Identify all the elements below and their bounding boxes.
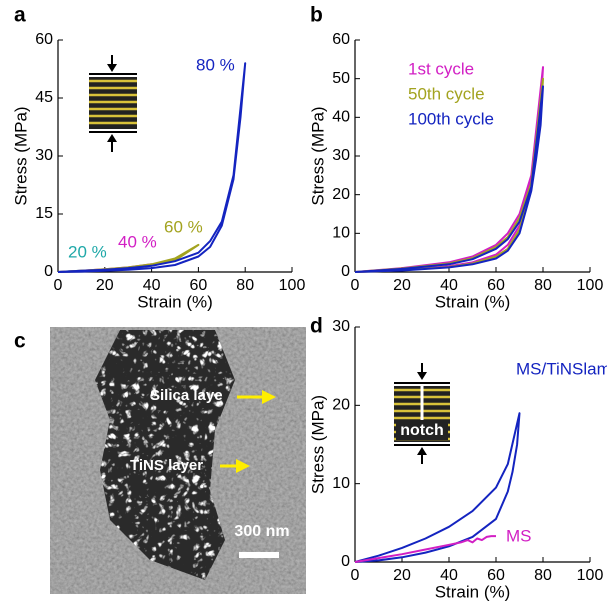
series-line	[354, 77, 544, 273]
sem-image	[50, 327, 306, 594]
x-tick-label: 40	[440, 277, 458, 294]
legend-label: MS/TiNSlam	[516, 359, 607, 378]
x-tick-label: 40	[440, 567, 458, 584]
legend-label: 80 %	[196, 55, 235, 74]
y-axis-title: Stress (MPa)	[308, 395, 327, 494]
y-tick-label: 10	[332, 475, 350, 492]
legend-label: 20 %	[68, 242, 107, 261]
x-tick-label: 0	[351, 277, 360, 294]
x-tick-label: 20	[393, 277, 411, 294]
x-tick-label: 20	[96, 277, 114, 294]
series-line	[354, 85, 544, 273]
y-axis-title: Stress (MPa)	[308, 106, 327, 205]
x-axis-title: Strain (%)	[137, 292, 213, 311]
series-line	[354, 535, 496, 563]
legend-label: 60 %	[164, 217, 203, 236]
series-line	[354, 412, 521, 563]
y-tick-label: 40	[332, 109, 350, 126]
x-tick-label: 0	[351, 567, 360, 584]
legend-label: 1st cycle	[408, 59, 474, 78]
x-axis-title: Strain (%)	[435, 292, 511, 311]
y-tick-label: 60	[35, 31, 53, 48]
panel-label: d	[310, 315, 323, 338]
scale-bar	[239, 552, 279, 558]
x-tick-label: 20	[393, 567, 411, 584]
x-tick-label: 80	[236, 277, 254, 294]
legend-label: 50th cycle	[408, 84, 485, 103]
annotation-arrows	[220, 390, 276, 473]
x-tick-label: 80	[534, 567, 552, 584]
y-tick-label: 10	[332, 225, 350, 242]
inset-diagram	[394, 363, 450, 464]
x-tick-label: 40	[143, 277, 161, 294]
x-tick-label: 100	[279, 277, 306, 294]
y-tick-label: 30	[332, 318, 350, 335]
annotation: Silica laye	[150, 387, 223, 404]
x-tick-label: 60	[487, 277, 505, 294]
legend-label: MS	[506, 526, 532, 545]
legend-label: 40 %	[118, 232, 157, 251]
x-tick-label: 60	[487, 567, 505, 584]
y-tick-label: 45	[35, 89, 53, 106]
annotation: TiNS layer	[130, 457, 203, 474]
inset-label: notch	[400, 422, 444, 439]
inset-diagram	[89, 55, 137, 152]
x-tick-label: 60	[190, 277, 208, 294]
x-tick-label: 80	[534, 277, 552, 294]
y-axis-title: Stress (MPa)	[11, 106, 30, 205]
panel-label: b	[310, 4, 323, 27]
series-line	[57, 62, 247, 273]
y-tick-label: 20	[332, 186, 350, 203]
y-tick-label: 30	[332, 147, 350, 164]
x-axis-title: Strain (%)	[435, 582, 511, 601]
x-tick-label: 100	[577, 277, 604, 294]
scale-label: 300 nm	[234, 523, 289, 540]
x-tick-label: 0	[54, 277, 63, 294]
y-tick-label: 15	[35, 205, 53, 222]
y-tick-label: 60	[332, 31, 350, 48]
y-tick-label: 20	[332, 397, 350, 414]
panel-label: a	[14, 4, 26, 27]
legend-label: 100th cycle	[408, 109, 494, 128]
y-tick-label: 30	[35, 147, 53, 164]
x-tick-label: 100	[577, 567, 604, 584]
y-tick-label: 50	[332, 70, 350, 87]
y-tick-label: 0	[341, 553, 350, 570]
panel-label: c	[14, 330, 26, 353]
y-tick-label: 0	[341, 263, 350, 280]
y-tick-label: 0	[44, 263, 53, 280]
